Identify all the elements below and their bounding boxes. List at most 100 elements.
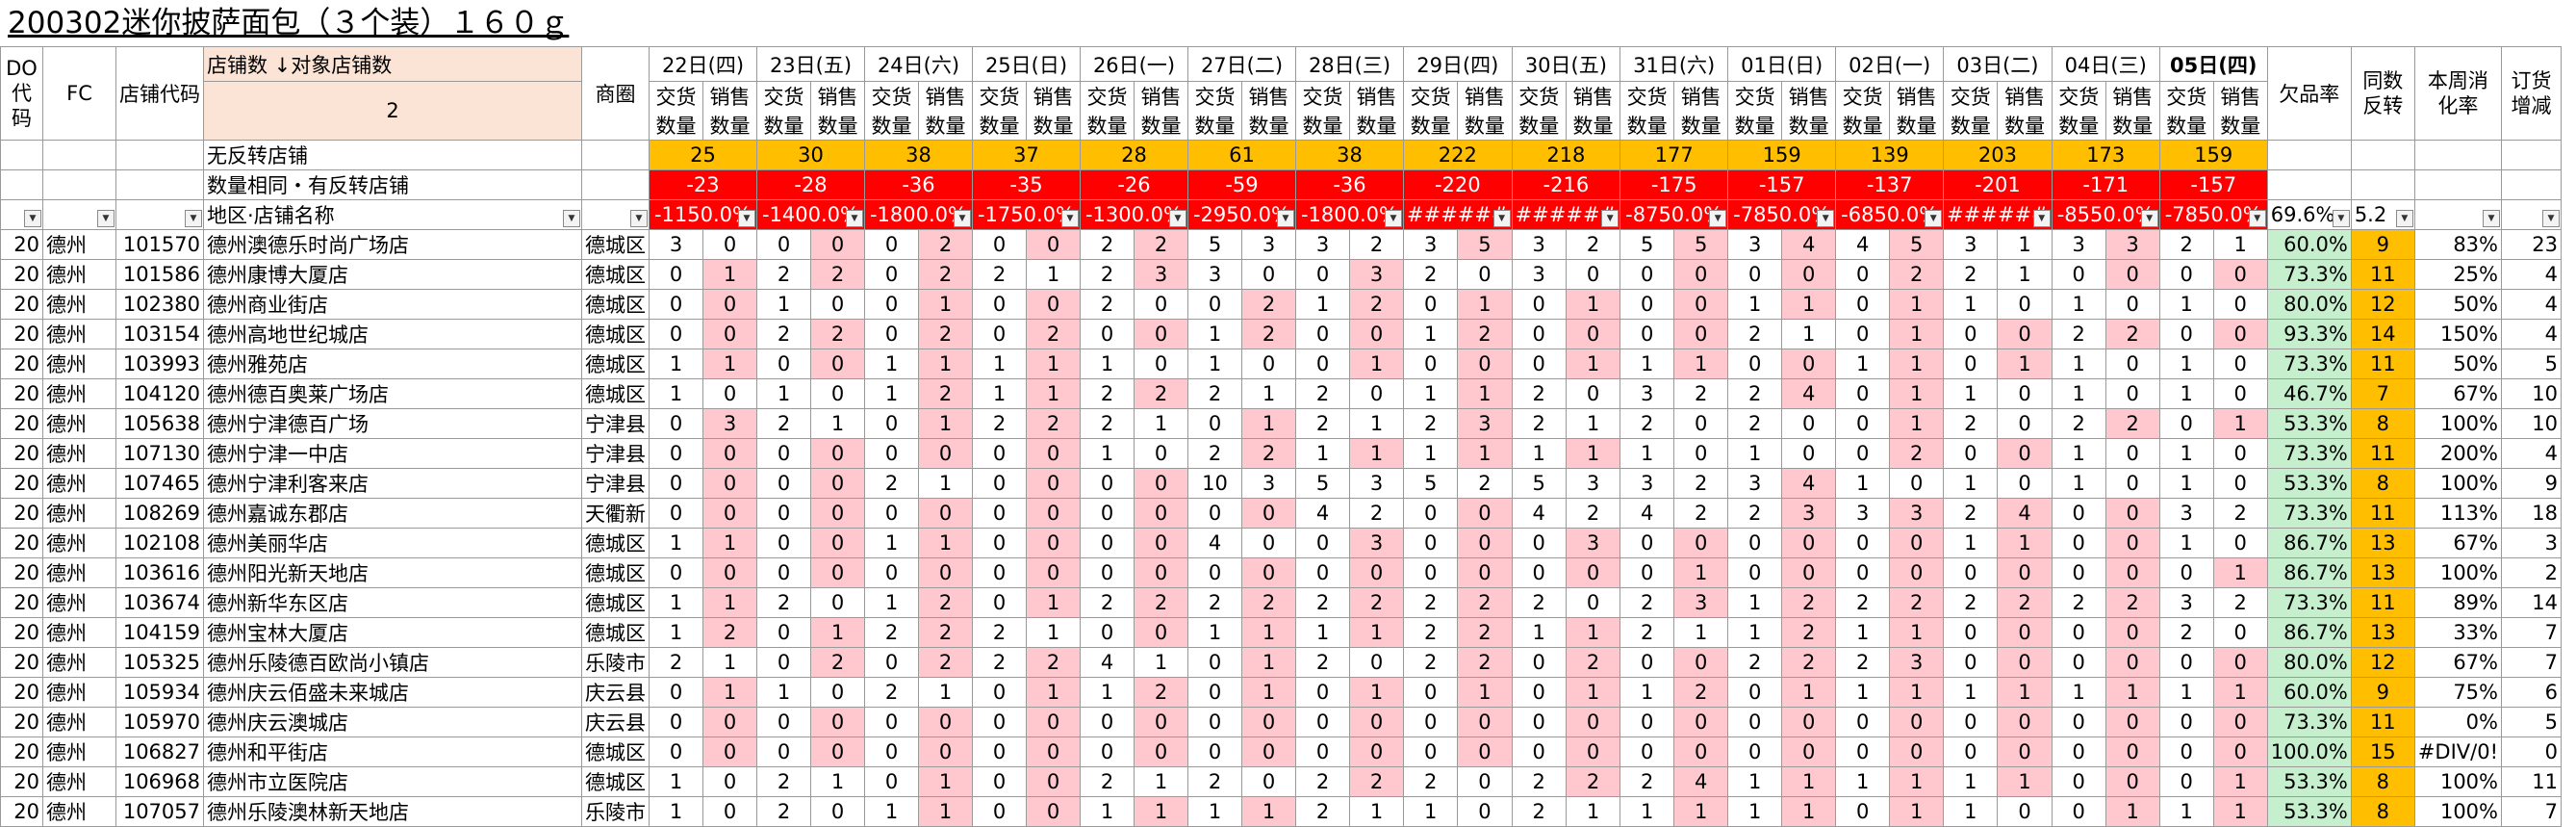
cell-stockout-rate[interactable]: 80.0% (2266, 647, 2352, 678)
cell-delivery[interactable]: 2 (1402, 766, 1459, 797)
cell-delivery[interactable]: 0 (1187, 737, 1242, 767)
cell-store-code[interactable]: 107057 (115, 796, 204, 827)
cell-sales[interactable]: 5 (1889, 229, 1945, 260)
cell-delivery[interactable]: 2 (1511, 408, 1567, 439)
cell-delivery[interactable]: 0 (1511, 737, 1567, 767)
cell-delivery[interactable]: 1 (864, 349, 919, 379)
cell-delivery[interactable]: 2 (2051, 319, 2106, 349)
cell-sales[interactable]: 0 (810, 438, 865, 469)
cell-sales[interactable]: 1 (1134, 408, 1188, 439)
cell-delivery[interactable]: 0 (649, 259, 703, 290)
cell-sales[interactable]: 1 (2212, 766, 2268, 797)
cell-sales[interactable]: 1 (2104, 677, 2160, 708)
cell-sales[interactable]: 0 (1457, 557, 1513, 588)
empty-cell[interactable] (2266, 169, 2352, 200)
cell-fc[interactable]: 德州 (42, 438, 116, 469)
cell-delivery[interactable]: 1 (2158, 528, 2214, 558)
cell-delivery[interactable]: 0 (1727, 259, 1783, 290)
cell-delivery[interactable]: 4 (1835, 229, 1891, 260)
cell-delivery[interactable]: 1 (2158, 289, 2214, 320)
filter-date-value[interactable]: ###### ▼ (1511, 199, 1621, 230)
cell-area[interactable]: 宁津县 (581, 438, 650, 469)
cell-delivery[interactable]: 1 (1727, 289, 1783, 320)
cell-sales[interactable]: 0 (1026, 528, 1081, 558)
cell-delivery[interactable]: 2 (972, 647, 1027, 678)
cell-delivery[interactable]: 2 (1620, 766, 1675, 797)
cell-delivery[interactable]: 0 (1080, 557, 1135, 588)
filter-date-value[interactable]: -1750.0% ▼ (972, 199, 1081, 230)
cell-sales[interactable]: 0 (1134, 528, 1188, 558)
cell-store-name[interactable]: 德州乐陵澳林新天地店 (203, 796, 582, 827)
filter-store-code[interactable]: ▼ (115, 199, 204, 230)
cell-sales[interactable]: 0 (1457, 766, 1513, 797)
cell-sales[interactable]: 1 (1889, 408, 1945, 439)
cell-sales[interactable]: 1 (1457, 438, 1513, 469)
cell-delivery[interactable]: 0 (972, 289, 1027, 320)
cell-store-code[interactable]: 103993 (115, 349, 204, 379)
cell-stockout-rate[interactable]: 53.3% (2266, 408, 2352, 439)
cell-order-change[interactable]: 4 (2501, 259, 2562, 290)
cell-delivery[interactable]: 0 (972, 557, 1027, 588)
cell-delivery[interactable]: 1 (2158, 378, 2214, 409)
cell-delivery[interactable]: 0 (1402, 707, 1459, 737)
cell-delivery[interactable]: 0 (972, 707, 1027, 737)
filter-dropdown-icon[interactable]: ▼ (1061, 210, 1079, 227)
cell-stockout-rate[interactable]: 86.7% (2266, 557, 2352, 588)
cell-do[interactable]: 20 (0, 766, 43, 797)
cell-sales[interactable]: 0 (1781, 557, 1837, 588)
cell-order-change[interactable]: 23 (2501, 229, 2562, 260)
cell-delivery[interactable]: 4 (1295, 498, 1350, 529)
no-reversal-value[interactable]: 25 (649, 140, 757, 170)
cell-sales[interactable]: 0 (918, 438, 973, 469)
cell-order-change[interactable]: 18 (2501, 498, 2562, 529)
cell-sales[interactable]: 1 (1781, 766, 1837, 797)
cell-sales[interactable]: 1 (1241, 677, 1296, 708)
header-date[interactable]: 03日(二) (1943, 46, 2053, 82)
header-date[interactable]: 05日(四) (2158, 46, 2268, 82)
header-date[interactable]: 26日(一) (1080, 46, 1188, 82)
cell-delivery[interactable]: 0 (2158, 557, 2214, 588)
cell-delivery[interactable]: 1 (1187, 796, 1242, 827)
cell-sales[interactable]: 1 (1134, 796, 1188, 827)
filter-dropdown-icon[interactable]: ▼ (630, 210, 648, 227)
cell-delivery[interactable]: 2 (864, 617, 919, 648)
header-date[interactable]: 28日(三) (1295, 46, 1404, 82)
cell-consumption[interactable]: 75% (2413, 677, 2503, 708)
cell-delivery[interactable]: 0 (1835, 528, 1891, 558)
cell-delivery[interactable]: 2 (1727, 378, 1783, 409)
cell-consumption[interactable]: 50% (2413, 349, 2503, 379)
cell-sales[interactable]: 1 (2212, 677, 2268, 708)
cell-delivery[interactable]: 0 (649, 468, 703, 499)
cell-sales[interactable]: 0 (1565, 378, 1621, 409)
cell-delivery[interactable]: 3 (1835, 498, 1891, 529)
cell-delivery[interactable]: 1 (1835, 677, 1891, 708)
cell-sales[interactable]: 1 (918, 408, 973, 439)
cell-sales[interactable]: 1 (702, 528, 757, 558)
cell-store-name[interactable]: 德州新华东区店 (203, 587, 582, 618)
cell-sales[interactable]: 2 (1349, 766, 1404, 797)
cell-delivery[interactable]: 0 (1402, 349, 1459, 379)
table-row[interactable]: 20 德州 107465 德州宁津利客来店 宁津县 0 0 0 0 2 1 0 0 0 0 10 3 5 3 5 2 5 3… (0, 468, 2562, 499)
cell-store-name[interactable]: 德州美丽华店 (203, 528, 582, 558)
cell-same-reversal[interactable]: 12 (2350, 647, 2415, 678)
cell-store-code[interactable]: 103616 (115, 557, 204, 588)
cell-sales[interactable]: 3 (1565, 468, 1621, 499)
same-qty-value[interactable]: -220 (1403, 169, 1513, 200)
cell-sales[interactable]: 2 (1673, 677, 1729, 708)
cell-consumption[interactable]: 0% (2413, 707, 2503, 737)
cell-delivery[interactable]: 2 (1402, 587, 1459, 618)
cell-delivery[interactable]: 0 (1511, 707, 1567, 737)
cell-delivery[interactable]: 0 (1943, 438, 1999, 469)
cell-delivery[interactable]: 0 (1511, 677, 1567, 708)
cell-delivery[interactable]: 2 (972, 617, 1027, 648)
empty-cell[interactable] (2501, 169, 2562, 200)
cell-delivery[interactable]: 0 (1295, 319, 1350, 349)
filter-dropdown-icon[interactable]: ▼ (2332, 210, 2350, 227)
cell-area[interactable]: 庆云县 (581, 707, 650, 737)
cell-delivery[interactable]: 2 (1080, 766, 1135, 797)
cell-delivery[interactable]: 0 (649, 737, 703, 767)
cell-sales[interactable]: 1 (1026, 617, 1081, 648)
cell-sales[interactable]: 0 (1565, 587, 1621, 618)
cell-delivery[interactable]: 1 (756, 378, 811, 409)
cell-stockout-rate[interactable]: 86.7% (2266, 528, 2352, 558)
